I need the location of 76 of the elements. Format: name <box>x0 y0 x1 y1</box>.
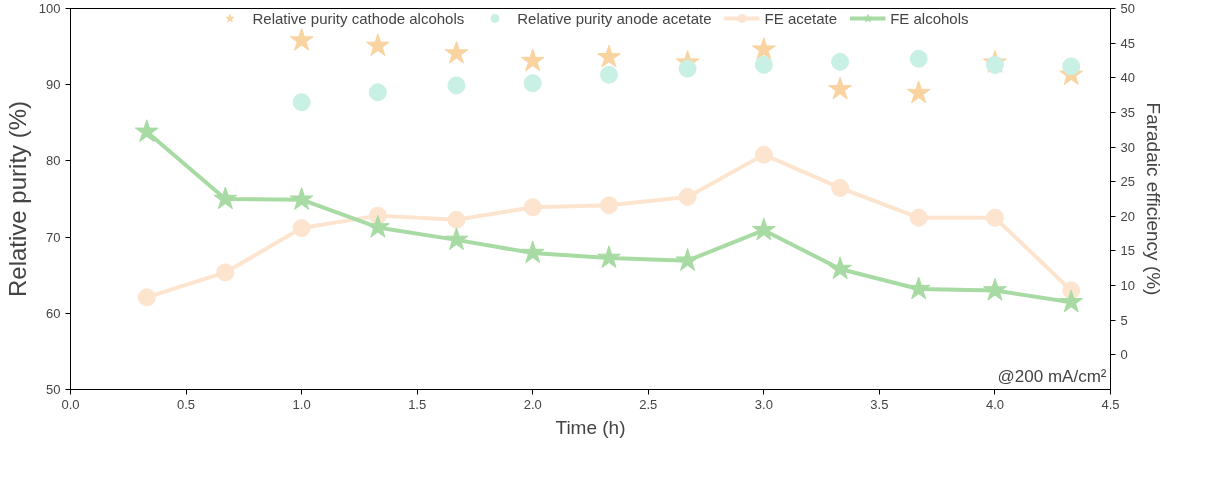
y2-tick-label: 35 <box>1120 104 1135 120</box>
point <box>520 240 545 264</box>
point <box>134 119 159 143</box>
point <box>751 217 776 241</box>
x-tick-label: 2.5 <box>639 396 658 412</box>
y2-tick-label: 10 <box>1120 278 1135 294</box>
legend-label: Relative purity anode acetate <box>517 9 712 27</box>
point <box>751 37 776 60</box>
y2-tick-label: 25 <box>1120 174 1135 190</box>
point <box>828 256 853 280</box>
point <box>906 80 931 104</box>
x-tick-label: 3.0 <box>754 396 773 412</box>
x-tick-label: 4.5 <box>1101 396 1120 412</box>
point <box>678 187 697 206</box>
point <box>444 40 469 64</box>
point <box>368 83 387 102</box>
y2-tick-label: 40 <box>1120 70 1135 86</box>
y2-tick-label: 5 <box>1120 312 1128 328</box>
y2-axis-title: Faradaic efficiency (%) <box>1142 102 1164 296</box>
point <box>985 208 1004 227</box>
point <box>523 198 542 217</box>
x-tick-label: 1.5 <box>408 396 427 412</box>
point <box>216 263 235 282</box>
point <box>523 74 542 93</box>
point <box>597 245 621 269</box>
y-tick-label: 50 <box>46 382 61 397</box>
point <box>754 55 773 74</box>
point <box>678 59 697 78</box>
point <box>828 76 853 100</box>
y-tick-label: 70 <box>46 229 61 245</box>
point <box>754 145 773 164</box>
y2-tick-label: 0 <box>1120 347 1128 363</box>
x-axis-title: Time (h) <box>555 416 626 438</box>
point <box>1059 289 1084 313</box>
point <box>983 277 1007 301</box>
x-tick-label: 0.0 <box>61 396 80 412</box>
x-tick-label: 2.0 <box>523 396 542 412</box>
point <box>599 196 618 215</box>
y2-tick-label: 45 <box>1120 35 1135 51</box>
point <box>831 52 850 71</box>
legend-label: Relative purity cathode alcohols <box>252 9 465 27</box>
x-tick-label: 4.0 <box>985 396 1004 412</box>
y-axis-title: Relative purity (%) <box>3 100 31 298</box>
point <box>1062 57 1081 76</box>
point <box>597 44 621 68</box>
legend-label: FE acetate <box>764 9 838 27</box>
point <box>675 248 700 271</box>
y-tick-label: 90 <box>46 77 61 93</box>
point <box>365 33 390 57</box>
y2-tick-label: 50 <box>1120 1 1135 16</box>
point <box>447 76 466 95</box>
legend-label: FE alcohols <box>890 9 969 27</box>
point <box>292 219 311 238</box>
point <box>444 227 469 251</box>
y2-tick-label: 30 <box>1120 139 1135 155</box>
y2-tick-label: 15 <box>1120 243 1135 259</box>
point <box>599 65 618 84</box>
point <box>831 178 850 197</box>
x-tick-label: 1.0 <box>292 396 311 412</box>
y2-tick-label: 20 <box>1120 208 1135 224</box>
point <box>447 210 466 229</box>
y-tick-label: 80 <box>46 153 61 169</box>
point <box>289 187 314 210</box>
point <box>520 48 545 72</box>
y-tick-label: 100 <box>38 1 61 16</box>
point <box>909 208 928 227</box>
point <box>909 49 928 68</box>
x-tick-label: 3.5 <box>870 396 889 412</box>
y-tick-label: 60 <box>46 305 61 321</box>
point <box>289 28 314 51</box>
point <box>906 276 931 300</box>
point <box>213 186 238 210</box>
annotation: @200 mA/cm² <box>997 366 1107 386</box>
point <box>292 93 311 112</box>
x-tick-label: 0.5 <box>177 396 196 412</box>
point <box>137 288 156 307</box>
